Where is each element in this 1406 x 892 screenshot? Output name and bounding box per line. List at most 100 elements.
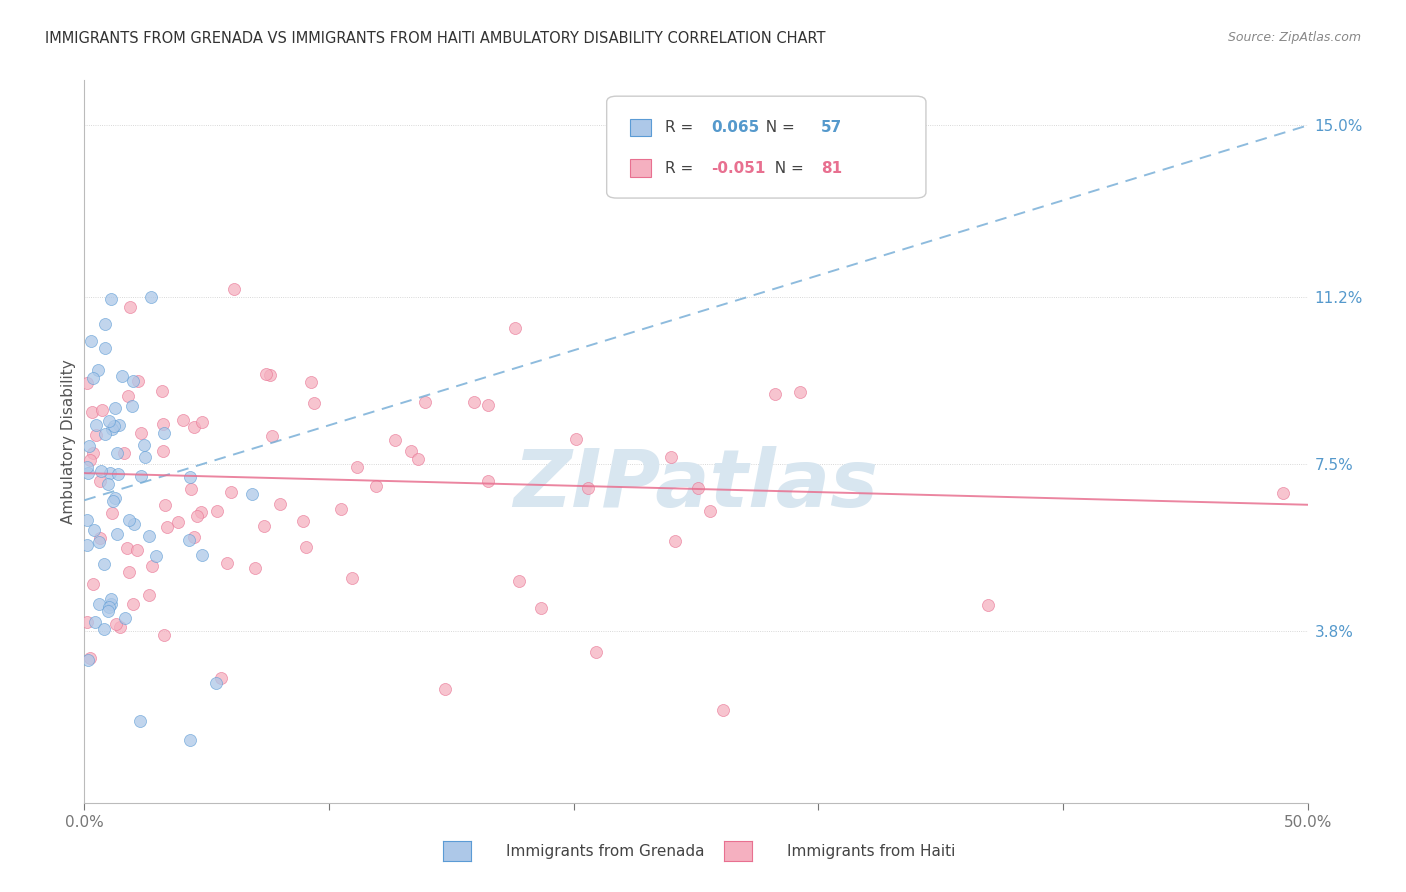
Point [180,482,202,496]
Point [84,418,107,433]
Point [145,549,167,563]
Text: R =: R = [665,161,697,176]
Point [508,574,530,589]
Point [82,371,104,385]
Point [104,401,127,416]
Point [115,541,138,556]
Point [117,389,139,403]
Point [129,714,152,728]
Text: IMMIGRANTS FROM GRENADA VS IMMIGRANTS FROM HAITI AMBULATORY DISABILITY CORRELATI: IMMIGRANTS FROM GRENADA VS IMMIGRANTS FR… [45,31,825,46]
Text: -0.051: -0.051 [711,161,765,176]
Point [179,470,201,484]
Point [179,733,201,747]
Point [87,535,110,549]
Point [477,474,499,488]
Point [108,418,131,433]
FancyBboxPatch shape [606,96,927,198]
Text: 0.065: 0.065 [711,120,759,135]
Point [97,599,120,614]
Point [76,653,98,667]
Point [87,363,110,377]
Point [107,467,129,481]
Point [105,446,128,460]
Point [108,620,131,634]
Point [664,533,686,548]
Point [111,369,134,384]
Point [84,427,107,442]
Text: N =: N = [765,161,808,176]
Point [346,460,368,475]
Point [101,493,124,508]
Point [97,604,120,618]
Point [415,395,437,409]
Point [100,292,122,306]
Point [89,597,111,611]
Point [688,481,710,495]
Point [153,425,176,440]
Point [166,516,188,530]
Point [76,538,98,552]
Point [79,334,101,349]
Point [585,644,607,658]
Point [304,395,326,409]
Point [83,523,105,537]
Point [139,290,162,304]
Point [578,481,600,495]
Y-axis label: Ambulatory Disability: Ambulatory Disability [60,359,76,524]
Point [76,460,98,475]
Point [82,445,104,459]
Point [97,476,120,491]
Point [711,703,734,717]
Point [565,432,588,446]
Point [205,503,228,517]
Point [100,592,122,607]
Point [183,530,205,544]
Point [90,464,112,478]
Point [155,498,177,512]
Point [340,571,363,585]
Point [127,374,149,388]
Point [76,376,98,390]
Point [150,384,173,399]
Point [132,438,155,452]
Text: Source: ZipAtlas.com: Source: ZipAtlas.com [1227,31,1361,45]
Point [76,466,98,480]
Point [366,479,388,493]
Point [94,318,117,332]
Point [122,598,145,612]
Point [295,540,318,554]
Point [763,387,786,401]
Point [254,367,277,381]
Text: R =: R = [665,120,697,135]
Point [125,543,148,558]
Point [129,469,152,483]
Point [191,549,214,563]
Text: ZIPatlas: ZIPatlas [513,446,879,524]
Point [183,419,205,434]
Point [269,497,291,511]
Text: 57: 57 [821,120,842,135]
Point [98,466,121,480]
Point [104,617,127,632]
Point [93,557,115,571]
Point [138,588,160,602]
Point [477,398,499,412]
Point [105,527,128,541]
Point [152,628,174,642]
Text: Immigrants from Haiti: Immigrants from Haiti [787,845,956,859]
Point [156,520,179,534]
Point [129,425,152,440]
Point [291,514,314,528]
Point [172,413,194,427]
Point [76,615,98,629]
Point [134,450,156,464]
Point [530,600,553,615]
Point [114,611,136,625]
Point [209,671,232,685]
Point [97,414,120,428]
Point [138,529,160,543]
Point [330,502,353,516]
Point [243,561,266,575]
Point [121,399,143,413]
Point [186,508,208,523]
